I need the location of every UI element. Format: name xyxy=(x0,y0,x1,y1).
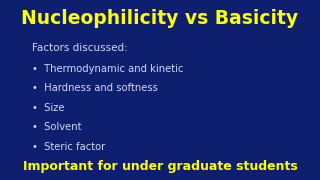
Text: •  Steric factor: • Steric factor xyxy=(32,142,105,152)
Text: •  Solvent: • Solvent xyxy=(32,122,82,132)
Text: Important for under graduate students: Important for under graduate students xyxy=(23,160,297,173)
Text: Factors discussed:: Factors discussed: xyxy=(32,43,128,53)
Text: •  Hardness and softness: • Hardness and softness xyxy=(32,83,158,93)
Text: •  Thermodynamic and kinetic: • Thermodynamic and kinetic xyxy=(32,64,183,74)
Text: •  Size: • Size xyxy=(32,103,65,113)
Text: Nucleophilicity vs Basicity: Nucleophilicity vs Basicity xyxy=(21,9,299,28)
